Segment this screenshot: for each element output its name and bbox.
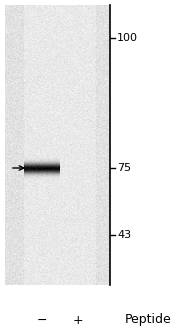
- Text: 100: 100: [117, 33, 138, 43]
- Text: 43: 43: [117, 230, 131, 240]
- Text: Peptide: Peptide: [125, 313, 171, 327]
- Text: 75: 75: [117, 163, 131, 173]
- Text: +: +: [73, 313, 83, 327]
- Text: −: −: [37, 313, 47, 327]
